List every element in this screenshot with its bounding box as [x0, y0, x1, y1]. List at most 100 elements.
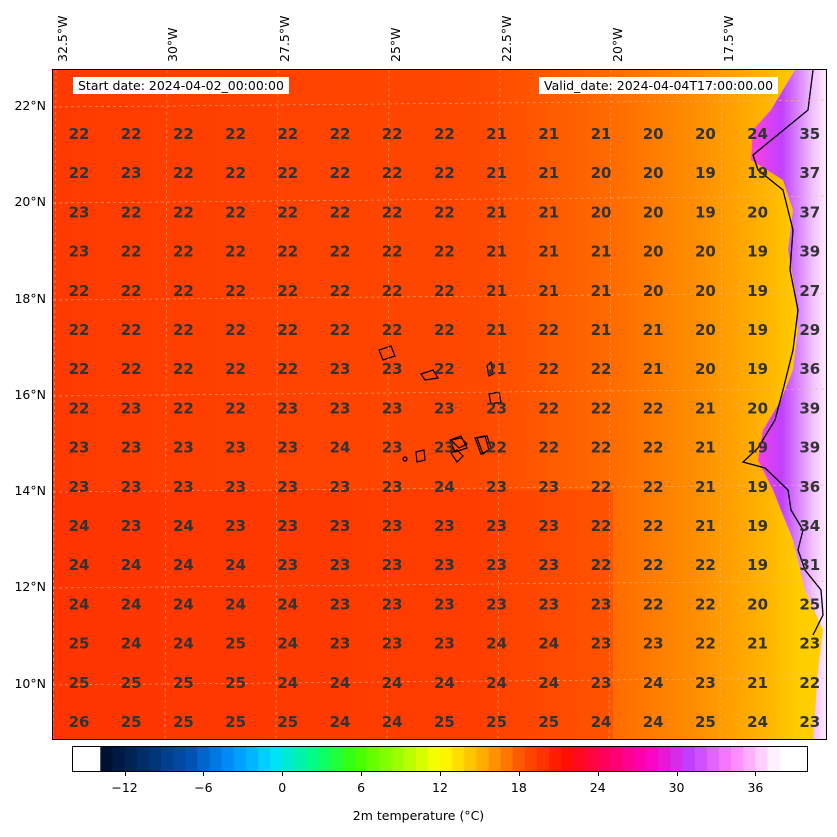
grid-value: 22: [643, 439, 664, 457]
grid-value: 23: [382, 556, 403, 574]
grid-value: 22: [225, 164, 246, 182]
colorbar-tick: [440, 772, 441, 776]
lon-label: 17.5°W: [721, 15, 736, 62]
grid-value: 22: [799, 674, 820, 692]
grid-value: 22: [434, 282, 455, 300]
grid-value: 23: [277, 517, 298, 535]
grid-value: 21: [486, 282, 507, 300]
grid-value: 21: [695, 399, 716, 417]
colorbar-segment: [549, 747, 562, 771]
grid-value: 34: [799, 517, 820, 535]
grid-value: 25: [69, 635, 90, 653]
colorbar-segment: [634, 747, 647, 771]
colorbar-segment: [136, 747, 150, 771]
grid-value: 22: [643, 517, 664, 535]
lat-label: 18°N: [14, 291, 46, 306]
grid-value: 22: [69, 321, 90, 339]
colorbar-segment: [537, 747, 550, 771]
colorbar-segment: [731, 747, 744, 771]
colorbar-segment: [743, 747, 756, 771]
grid-value: 22: [591, 439, 612, 457]
colorbar-segment: [124, 747, 138, 771]
colorbar-segment: [512, 747, 526, 771]
grid-value: 25: [434, 713, 455, 731]
lat-label: 16°N: [14, 387, 46, 402]
colorbar-segment: [476, 747, 490, 771]
grid-value: 23: [486, 556, 507, 574]
grid-value: 23: [486, 595, 507, 613]
grid-value: 25: [799, 595, 820, 613]
colorbar-segment: [706, 747, 720, 771]
grid-value: 23: [330, 399, 351, 417]
grid-value: 22: [277, 243, 298, 261]
lon-label: 30°W: [165, 27, 180, 62]
colorbar-segment: [355, 747, 368, 771]
grid-value: 22: [173, 282, 194, 300]
grid-value: 22: [225, 282, 246, 300]
map-panel[interactable]: 22 22 22 22 22 22 22 22 21 21 21 20 20 24 35 22 23 22 22 22…: [52, 69, 827, 740]
grid-value: 19: [747, 439, 768, 457]
grid-value: 20: [591, 164, 612, 182]
grid-value: 22: [173, 360, 194, 378]
grid-value: 24: [330, 439, 351, 457]
grid-value: 20: [747, 595, 768, 613]
grid-value: 24: [121, 635, 142, 653]
grid-value: 24: [382, 713, 403, 731]
grid-value: 23: [382, 595, 403, 613]
grid-value: 23: [225, 517, 246, 535]
grid-value: 24: [643, 674, 664, 692]
grid-value: 22: [434, 125, 455, 143]
grid-value: 22: [643, 478, 664, 496]
grid-value: 23: [121, 439, 142, 457]
grid-value: 23: [277, 556, 298, 574]
colorbar-segment: [621, 747, 635, 771]
grid-value: 25: [121, 674, 142, 692]
grid-value: 23: [434, 556, 455, 574]
colorbar-segment: [488, 747, 502, 771]
grid-value: 20: [747, 399, 768, 417]
grid-value: 22: [225, 125, 246, 143]
grid-value: 23: [121, 399, 142, 417]
colorbar-segment: [694, 747, 708, 771]
grid-value: 19: [747, 243, 768, 261]
grid-value: 22: [434, 360, 455, 378]
grid-value: 23: [69, 439, 90, 457]
colorbar-tick: [597, 772, 599, 776]
grid-value: 25: [173, 674, 194, 692]
grid-value: 25: [486, 713, 507, 731]
grid-value: 20: [695, 282, 716, 300]
colorbar-segment: [197, 747, 211, 771]
colorbar-tick: [518, 772, 520, 776]
grid-value: 22: [643, 556, 664, 574]
grid-value: 22: [277, 203, 298, 221]
cape-verde-islands: [378, 345, 502, 463]
grid-value: 22: [382, 321, 403, 339]
grid-value: 23: [225, 439, 246, 457]
colorbar-segment: [330, 747, 344, 771]
grid-value: 22: [69, 399, 90, 417]
grid-value: 19: [747, 282, 768, 300]
grid-value: 21: [538, 125, 559, 143]
grid-value: 23: [173, 478, 194, 496]
grid-value: 21: [695, 439, 716, 457]
colorbar-segment: [452, 747, 465, 771]
grid-value: 24: [173, 517, 194, 535]
grid-value: 19: [747, 360, 768, 378]
grid-value: 22: [643, 399, 664, 417]
colorbar-segment: [100, 747, 113, 771]
grid-value: 22: [277, 125, 298, 143]
grid-value: 25: [69, 674, 90, 692]
lon-label: 25°W: [388, 27, 403, 62]
colorbar-segment: [658, 747, 672, 771]
temperature-map: 22 22 22 22 22 22 22 22 21 21 21 20 20 24 35 22 23 22 22 22…: [53, 70, 826, 739]
grid-value: 25: [225, 674, 246, 692]
colorbar-tick-label: 36: [747, 780, 764, 795]
colorbar-tick-label: 18: [510, 780, 527, 795]
grid-value: 22: [538, 360, 559, 378]
grid-value: 23: [69, 478, 90, 496]
africa-land: [751, 70, 826, 739]
grid-value: 22: [121, 321, 142, 339]
grid-value: 25: [277, 713, 298, 731]
grid-value: 24: [538, 635, 559, 653]
grid-value: 22: [121, 203, 142, 221]
